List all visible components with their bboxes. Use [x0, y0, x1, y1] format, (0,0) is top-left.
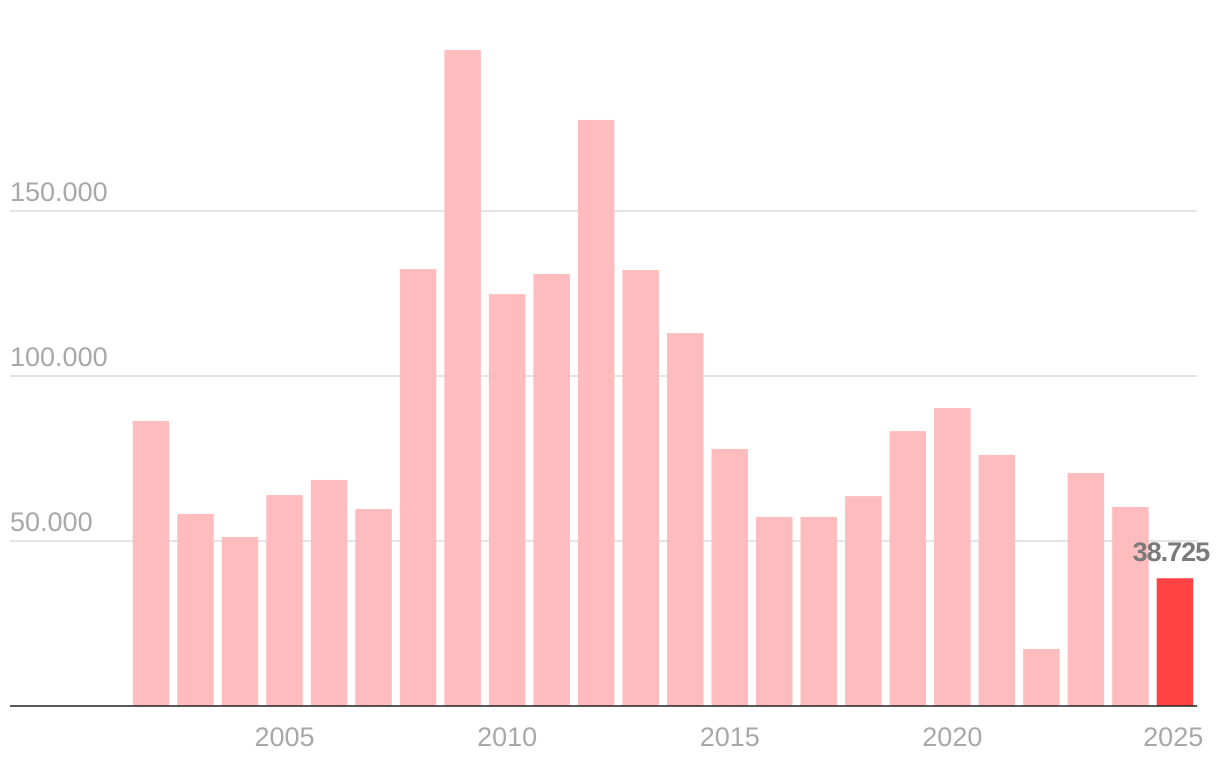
bar [399, 269, 437, 706]
bar [889, 431, 927, 706]
bar [1023, 648, 1060, 706]
x-tick-label: 2020 [922, 722, 982, 752]
bar [444, 49, 481, 706]
bar [132, 420, 170, 706]
bar [1112, 507, 1149, 706]
bar [711, 448, 748, 706]
x-tick-label: 2015 [700, 722, 760, 752]
bar [755, 516, 793, 706]
bar [1156, 578, 1194, 706]
bar [1067, 473, 1105, 706]
bar [310, 479, 348, 706]
bar [845, 496, 882, 706]
y-tick-label: 50.000 [10, 507, 93, 537]
y-tick-label: 100.000 [10, 342, 108, 372]
bar [266, 495, 303, 706]
y-tick-label: 150.000 [10, 177, 108, 207]
bar [666, 333, 704, 706]
bar [177, 513, 214, 706]
x-tick-label: 2025 [1143, 722, 1203, 752]
bar [488, 294, 526, 706]
value-label: 38.725 [1133, 537, 1211, 567]
bar [978, 454, 1016, 706]
bar [622, 270, 659, 706]
bar [533, 274, 570, 706]
x-tick-label: 2010 [477, 722, 537, 752]
bar [577, 119, 615, 707]
x-tick-label: 2005 [254, 722, 314, 752]
bar [934, 408, 971, 706]
bar [221, 537, 259, 706]
bar [800, 516, 838, 706]
bar [355, 508, 392, 706]
